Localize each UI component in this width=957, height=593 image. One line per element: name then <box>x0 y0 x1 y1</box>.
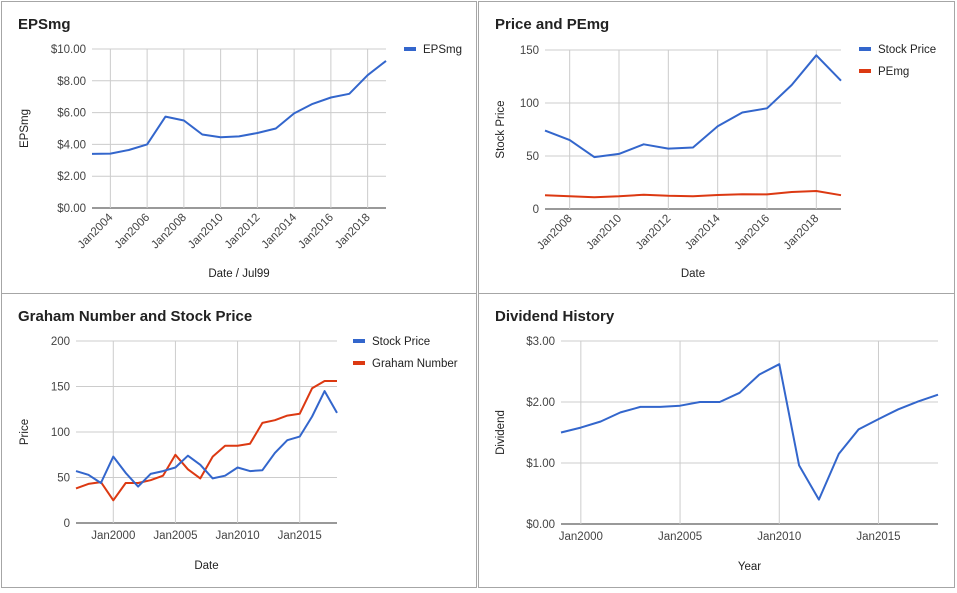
y-tick-label: $4.00 <box>57 139 86 151</box>
x-axis-title: Date / Jul99 <box>208 268 269 280</box>
y-tick-label: $6.00 <box>57 108 86 120</box>
graham-chart-panel: Graham Number and Stock Price 0 50 100 150 20… <box>1 293 477 588</box>
x-tick-label: Jan2004 <box>76 211 116 251</box>
y-tick-label: 50 <box>526 151 539 163</box>
pemg-line <box>544 190 842 199</box>
legend-swatch <box>859 47 871 51</box>
x-tick-label: Jan2018 <box>782 213 822 253</box>
x-tick-label: Jan2005 <box>658 531 702 543</box>
y-axis-title: EPSmg <box>19 109 31 148</box>
x-tick-label: Jan2010 <box>186 212 226 252</box>
series-line <box>560 363 939 501</box>
chart-title: EPSmg <box>18 16 71 33</box>
x-tick-label: Jan2015 <box>278 530 322 542</box>
x-tick-label: Jan2010 <box>757 531 801 543</box>
y-tick-label: 0 <box>64 518 70 530</box>
legend-label: EPSmg <box>423 44 462 56</box>
x-tick-label: Jan2000 <box>559 531 603 543</box>
stock-price-line <box>544 54 842 159</box>
legend-swatch <box>859 69 871 73</box>
y-tick-label: 50 <box>57 473 70 485</box>
y-tick-label: $2.00 <box>526 397 555 409</box>
stock-price-line <box>75 390 338 488</box>
y-tick-label: $10.00 <box>51 44 86 56</box>
x-tick-label: Jan2008 <box>149 212 189 252</box>
y-tick-label: 0 <box>533 204 539 216</box>
y-tick-label: $8.00 <box>57 76 86 88</box>
legend-swatch <box>353 361 365 365</box>
epsmg-line <box>91 60 387 155</box>
chart-title: Graham Number and Stock Price <box>18 308 252 325</box>
graham-chart: Graham Number and Stock Price 0 50 100 150 20… <box>18 308 458 572</box>
chart-title: Dividend History <box>495 308 615 325</box>
legend-label: Graham Number <box>372 358 458 370</box>
x-tick-label: Jan2006 <box>113 212 153 252</box>
x-tick-label: Jan2012 <box>223 212 263 252</box>
y-tick-label: $3.00 <box>526 336 555 348</box>
x-axis-title: Date <box>194 560 218 572</box>
legend-label: Stock Price <box>878 44 936 56</box>
y-axis-title: Dividend <box>495 410 507 455</box>
y-tick-label: 150 <box>51 382 70 394</box>
y-axis-title: Stock Price <box>495 100 507 158</box>
eps-chart: EPSmg $0.00 $2.00 $4.00 $6.00 $8.00 $10.00 Jan2… <box>18 16 462 280</box>
x-tick-label: Jan2005 <box>153 530 197 542</box>
dividend-chart-panel: Dividend History $0.00 $1.00 $2.00 $3.00 Jan2… <box>478 293 955 588</box>
x-tick-label: Jan2012 <box>634 213 674 253</box>
x-axis-title: Date <box>681 268 705 280</box>
y-tick-label: $1.00 <box>526 458 555 470</box>
y-tick-label: 100 <box>520 98 539 110</box>
price-pe-chart-panel: Price and PEmg 0 50 100 150 Jan2008 Jan2010 Jan… <box>478 1 955 294</box>
x-tick-label: Jan2016 <box>732 213 772 253</box>
x-tick-label: Jan2018 <box>333 212 373 252</box>
eps-chart-panel: EPSmg $0.00 $2.00 $4.00 $6.00 $8.00 $10.00 Jan2… <box>1 1 477 294</box>
y-tick-label: 200 <box>51 336 70 348</box>
y-axis-title: Price <box>19 419 31 445</box>
legend-swatch <box>404 47 416 51</box>
x-tick-label: Jan2000 <box>91 530 135 542</box>
y-tick-label: $0.00 <box>57 203 86 215</box>
y-tick-label: $0.00 <box>526 519 555 531</box>
legend-swatch <box>353 339 365 343</box>
y-tick-label: $2.00 <box>57 171 86 183</box>
dividend-chart: Dividend History $0.00 $1.00 $2.00 $3.00 Jan2… <box>495 308 939 573</box>
graham-number-line <box>75 380 337 502</box>
x-axis-title: Year <box>738 561 761 573</box>
x-tick-label: Jan2016 <box>296 212 336 252</box>
legend-label: Stock Price <box>372 336 430 348</box>
chart-title: Price and PEmg <box>495 16 609 33</box>
x-tick-label: Jan2014 <box>260 211 300 251</box>
x-tick-label: Jan2010 <box>216 530 260 542</box>
x-tick-label: Jan2014 <box>683 212 723 252</box>
legend-label: PEmg <box>878 66 909 78</box>
y-tick-label: 150 <box>520 45 539 57</box>
x-tick-label: Jan2008 <box>535 213 575 253</box>
y-tick-label: 100 <box>51 427 70 439</box>
x-tick-label: Jan2015 <box>856 531 900 543</box>
x-tick-label: Jan2010 <box>584 213 624 253</box>
